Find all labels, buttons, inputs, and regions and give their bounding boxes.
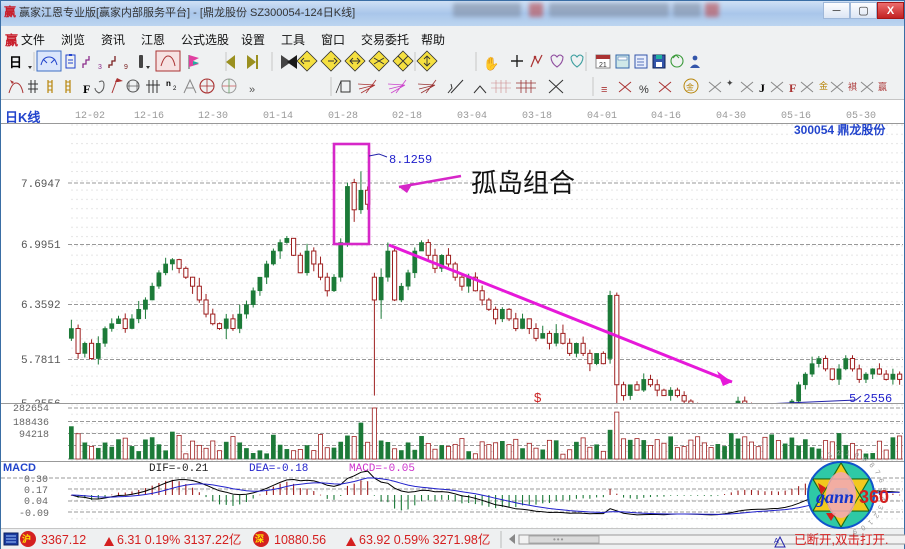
svg-text:94218: 94218 [19,430,49,441]
svg-text:7.6947: 7.6947 [21,179,61,191]
svg-text:孤岛组合: 孤岛组合 [471,169,575,198]
svg-text:DIF=-0.21: DIF=-0.21 [149,463,209,475]
svg-text:8.1259: 8.1259 [389,153,432,167]
svg-text:褀: 褀 [848,81,857,92]
svg-text:3367.12: 3367.12 [41,533,86,547]
svg-text:5.2556: 5.2556 [849,392,892,403]
svg-text:9: 9 [852,527,858,535]
svg-text:4: 4 [819,455,826,463]
svg-text:1: 1 [866,518,874,526]
svg-text:9: 9 [124,64,128,71]
svg-text:282654: 282654 [13,404,49,415]
svg-text:J: J [759,81,765,95]
svg-text:0.17: 0.17 [24,486,48,497]
svg-text:%: % [639,84,649,96]
svg-text:1: 1 [845,450,850,457]
svg-text:DEA=-0.18: DEA=-0.18 [249,463,308,475]
svg-text:9: 9 [861,456,868,464]
svg-text:3: 3 [98,64,102,71]
svg-text:8: 8 [868,462,876,470]
svg-text:360: 360 [859,487,889,507]
svg-text:✦: ✦ [726,78,734,88]
svg-text:✋: ✋ [483,56,499,71]
svg-text:6.9951: 6.9951 [21,240,61,252]
svg-text:6: 6 [877,478,885,484]
svg-text:5.7811: 5.7811 [21,355,61,367]
svg-text:≡: ≡ [601,84,607,96]
svg-text:深: 深 [255,533,264,544]
svg-text:6.31 0.19% 3137.22亿: 6.31 0.19% 3137.22亿 [117,532,241,547]
svg-text:$: $ [534,390,542,403]
svg-text:0: 0 [859,523,866,531]
svg-text:0.04: 0.04 [24,497,48,508]
svg-text:2: 2 [872,512,880,519]
svg-text:188436: 188436 [13,418,49,429]
svg-text:»: » [249,84,255,96]
svg-text:赢: 赢 [878,81,887,92]
svg-text:金: 金 [686,82,694,92]
svg-text:3: 3 [827,452,833,460]
svg-text:7: 7 [873,469,881,476]
svg-text:F: F [789,81,796,95]
svg-text:沪: 沪 [22,533,31,544]
svg-text:0.30: 0.30 [24,475,48,486]
svg-text:63.92 0.59% 3271.98亿: 63.92 0.59% 3271.98亿 [359,532,490,547]
svg-text:A: A [774,538,779,545]
svg-text:日: 日 [9,55,22,70]
svg-text:0: 0 [853,452,859,460]
svg-text:n: n [166,79,171,88]
svg-text:MACD: MACD [3,462,36,474]
svg-text:•••: ••• [553,535,564,544]
svg-text:F: F [83,82,90,96]
svg-text:6.3592: 6.3592 [21,300,61,312]
svg-text:gann: gann [815,487,854,507]
svg-text:10880.56: 10880.56 [274,533,326,547]
svg-text:-0.09: -0.09 [19,509,49,520]
svg-text:300054 鼎龙股份: 300054 鼎龙股份 [794,124,886,137]
svg-text:21: 21 [599,62,607,69]
svg-text:金: 金 [819,80,828,91]
svg-text:2: 2 [173,86,177,92]
